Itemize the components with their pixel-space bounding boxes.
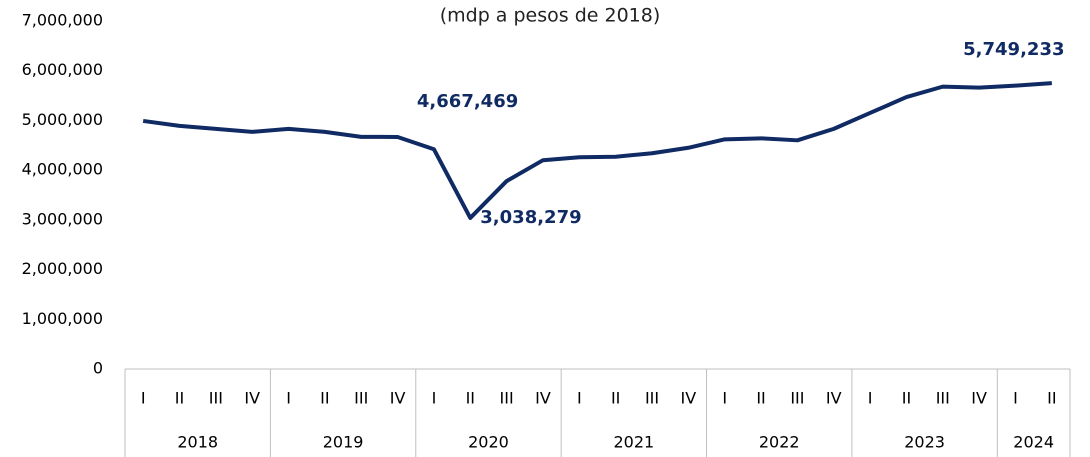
x-tick-label: I bbox=[577, 389, 582, 408]
y-tick-label: 7,000,000 bbox=[22, 11, 103, 30]
y-tick-label: 4,000,000 bbox=[22, 160, 103, 179]
y-tick-label: 0 bbox=[93, 359, 103, 378]
data-label: 5,749,233 bbox=[963, 39, 1064, 60]
data-label: 3,038,279 bbox=[480, 207, 581, 228]
x-tick-label: III bbox=[209, 389, 223, 408]
x-tick-label: IV bbox=[826, 389, 842, 408]
x-tick-label: II bbox=[611, 389, 620, 408]
x-group-label: 2024 bbox=[1013, 433, 1054, 452]
x-tick-label: IV bbox=[535, 389, 551, 408]
x-tick-label: IV bbox=[390, 389, 406, 408]
x-tick-label: I bbox=[432, 389, 437, 408]
x-group-label: 2022 bbox=[759, 433, 800, 452]
x-tick-label: IV bbox=[681, 389, 697, 408]
y-tick-label: 3,000,000 bbox=[22, 209, 103, 228]
x-group-label: 2023 bbox=[904, 433, 945, 452]
chart-subtitle: (mdp a pesos de 2018) bbox=[440, 5, 661, 27]
x-tick-label: II bbox=[175, 389, 184, 408]
x-tick-label: I bbox=[1013, 389, 1018, 408]
x-tick-label: II bbox=[902, 389, 911, 408]
x-tick-label: II bbox=[466, 389, 475, 408]
y-tick-label: 1,000,000 bbox=[22, 309, 103, 328]
x-group-label: 2019 bbox=[323, 433, 364, 452]
x-tick-label: I bbox=[141, 389, 146, 408]
x-tick-label: I bbox=[722, 389, 727, 408]
x-tick-label: IV bbox=[244, 389, 260, 408]
x-tick-label: II bbox=[756, 389, 765, 408]
x-tick-label: III bbox=[936, 389, 950, 408]
x-tick-label: I bbox=[868, 389, 873, 408]
x-tick-label: III bbox=[645, 389, 659, 408]
x-tick-label: I bbox=[286, 389, 291, 408]
x-group-label: 2020 bbox=[468, 433, 509, 452]
x-group-label: 2018 bbox=[177, 433, 218, 452]
x-tick-label: III bbox=[500, 389, 514, 408]
x-tick-label: II bbox=[1047, 389, 1056, 408]
x-tick-label: III bbox=[790, 389, 804, 408]
y-tick-label: 5,000,000 bbox=[22, 110, 103, 129]
x-tick-label: IV bbox=[971, 389, 987, 408]
series-line bbox=[142, 81, 1052, 220]
y-tick-label: 6,000,000 bbox=[22, 60, 103, 79]
data-label: 4,667,469 bbox=[417, 91, 518, 112]
x-group-label: 2021 bbox=[613, 433, 654, 452]
x-tick-label: II bbox=[320, 389, 329, 408]
x-tick-label: III bbox=[354, 389, 368, 408]
y-tick-label: 2,000,000 bbox=[22, 259, 103, 278]
